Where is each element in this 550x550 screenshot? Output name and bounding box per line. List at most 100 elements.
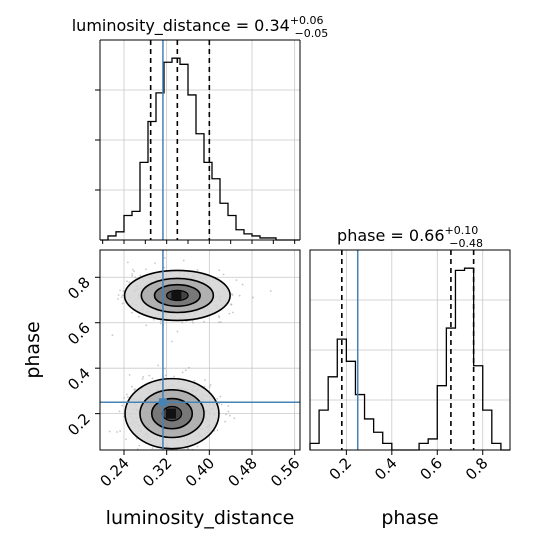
density-peak bbox=[166, 408, 176, 419]
scatter-point bbox=[151, 447, 154, 450]
scatter-point bbox=[119, 289, 121, 292]
scatter-point bbox=[228, 312, 231, 315]
x-ticks-bottom-right: 0.2 0.4 0.6 0.8 bbox=[326, 450, 492, 484]
scatter-point bbox=[204, 379, 207, 381]
scatter-point bbox=[218, 321, 220, 324]
scatter-point bbox=[133, 389, 135, 391]
scatter-point bbox=[181, 371, 184, 374]
scatter-point bbox=[117, 294, 120, 296]
scatter-point bbox=[145, 268, 147, 271]
scatter-point bbox=[219, 395, 222, 398]
scatter-point bbox=[131, 311, 134, 314]
x-axis-label-phase: phase bbox=[381, 507, 438, 529]
scatter-point bbox=[241, 283, 244, 286]
scatter-point bbox=[144, 450, 146, 452]
scatter-point bbox=[159, 322, 162, 325]
x-tick-label: 0.56 bbox=[267, 454, 303, 490]
scatter-point bbox=[184, 369, 187, 372]
scatter-point bbox=[178, 463, 180, 465]
phase-marginal-panel: 0.2 0.4 0.6 0.8 phase = 0.66+0.10 −0.48 phas… bbox=[309, 224, 511, 529]
y-ticks-top bbox=[95, 89, 100, 191]
scatter-point bbox=[128, 373, 131, 376]
scatter-point bbox=[138, 444, 141, 447]
scatter-point bbox=[147, 454, 149, 456]
scatter-point bbox=[137, 315, 140, 318]
scatter-point bbox=[216, 397, 219, 400]
scatter-point bbox=[238, 294, 241, 297]
scatter-point bbox=[159, 320, 162, 323]
scatter-point bbox=[121, 302, 124, 305]
y-tick-label: 0.6 bbox=[64, 319, 94, 349]
density-peak bbox=[171, 290, 182, 301]
x-ticks-2d: 0.24 0.32 0.40 0.48 0.56 bbox=[96, 450, 303, 490]
scatter-point bbox=[164, 367, 166, 370]
x-tick-label: 0.2 bbox=[326, 454, 356, 484]
scatter-point bbox=[121, 294, 124, 297]
scatter-point bbox=[131, 385, 133, 388]
x-tick-label: 0.4 bbox=[371, 454, 401, 484]
panel-frame-2d bbox=[99, 249, 301, 451]
scatter-point bbox=[123, 396, 125, 399]
scatter-point bbox=[233, 417, 236, 420]
luminosity-distance-title: luminosity_distance = 0.34+0.06 −0.05 bbox=[72, 14, 329, 40]
scatter-point bbox=[116, 431, 118, 433]
scatter-point bbox=[217, 315, 220, 317]
x-tick-label: 0.6 bbox=[417, 454, 447, 484]
scatter-point bbox=[125, 393, 128, 396]
density-2d-panel: 0.24 0.32 0.40 0.48 0.56 0.2 0.4 0.6 0.8 lumino… bbox=[22, 249, 303, 529]
scatter-point bbox=[216, 429, 219, 432]
scatter-point bbox=[142, 375, 145, 378]
scatter-point bbox=[218, 269, 221, 272]
scatter-point bbox=[230, 304, 233, 306]
scatter-point bbox=[135, 437, 138, 440]
scatter-point bbox=[225, 413, 228, 416]
scatter-point bbox=[134, 276, 137, 279]
scatter-point bbox=[196, 445, 199, 448]
scatter-point bbox=[131, 268, 134, 271]
x-tick-label: 0.24 bbox=[96, 454, 132, 490]
scatter-point bbox=[176, 330, 179, 333]
x-tick-label: 0.40 bbox=[182, 454, 218, 490]
scatter-point bbox=[111, 334, 114, 337]
scatter-point bbox=[117, 297, 119, 300]
x-ticks-top bbox=[102, 240, 296, 244]
scatter-point bbox=[139, 274, 142, 277]
scatter-point bbox=[227, 405, 230, 407]
x-tick-label: 0.48 bbox=[224, 454, 260, 490]
scatter-point bbox=[222, 273, 225, 276]
quantile-lines-bottom-right bbox=[341, 250, 475, 450]
scatter-point bbox=[235, 279, 238, 282]
scatter-point bbox=[151, 377, 154, 380]
phase-histogram bbox=[309, 267, 510, 451]
scatter-point bbox=[182, 259, 185, 262]
scatter-point bbox=[148, 374, 151, 377]
scatter-point bbox=[126, 280, 128, 283]
scatter-point bbox=[164, 374, 167, 377]
panel-frame-bottom-right bbox=[309, 249, 511, 451]
scatter-point bbox=[120, 296, 123, 299]
scatter-point bbox=[193, 379, 196, 382]
scatter-point bbox=[209, 384, 212, 386]
scatter-point bbox=[157, 364, 160, 367]
scatter-point bbox=[118, 410, 121, 413]
y-tick-label: 0.8 bbox=[64, 273, 94, 303]
scatter-point bbox=[196, 268, 199, 271]
scatter-point bbox=[133, 270, 135, 273]
scatter-point bbox=[128, 281, 131, 284]
y-axis-label-phase: phase bbox=[22, 321, 44, 378]
scatter-point bbox=[252, 296, 254, 299]
scatter-point bbox=[126, 396, 129, 398]
scatter-point bbox=[126, 261, 129, 264]
scatter-point bbox=[203, 385, 206, 388]
scatter-point bbox=[224, 420, 227, 423]
scatter-point bbox=[192, 321, 194, 324]
x-axis-label-luminosity-distance: luminosity_distance bbox=[106, 507, 295, 529]
scatter-point bbox=[131, 273, 134, 275]
scatter-point bbox=[153, 318, 155, 321]
quantile-lines-top bbox=[149, 40, 211, 240]
grid-bottom-right bbox=[310, 250, 510, 450]
scatter-point bbox=[186, 448, 189, 450]
x-tick-label: 0.8 bbox=[462, 454, 492, 484]
x-tick-label: 0.32 bbox=[139, 454, 175, 490]
